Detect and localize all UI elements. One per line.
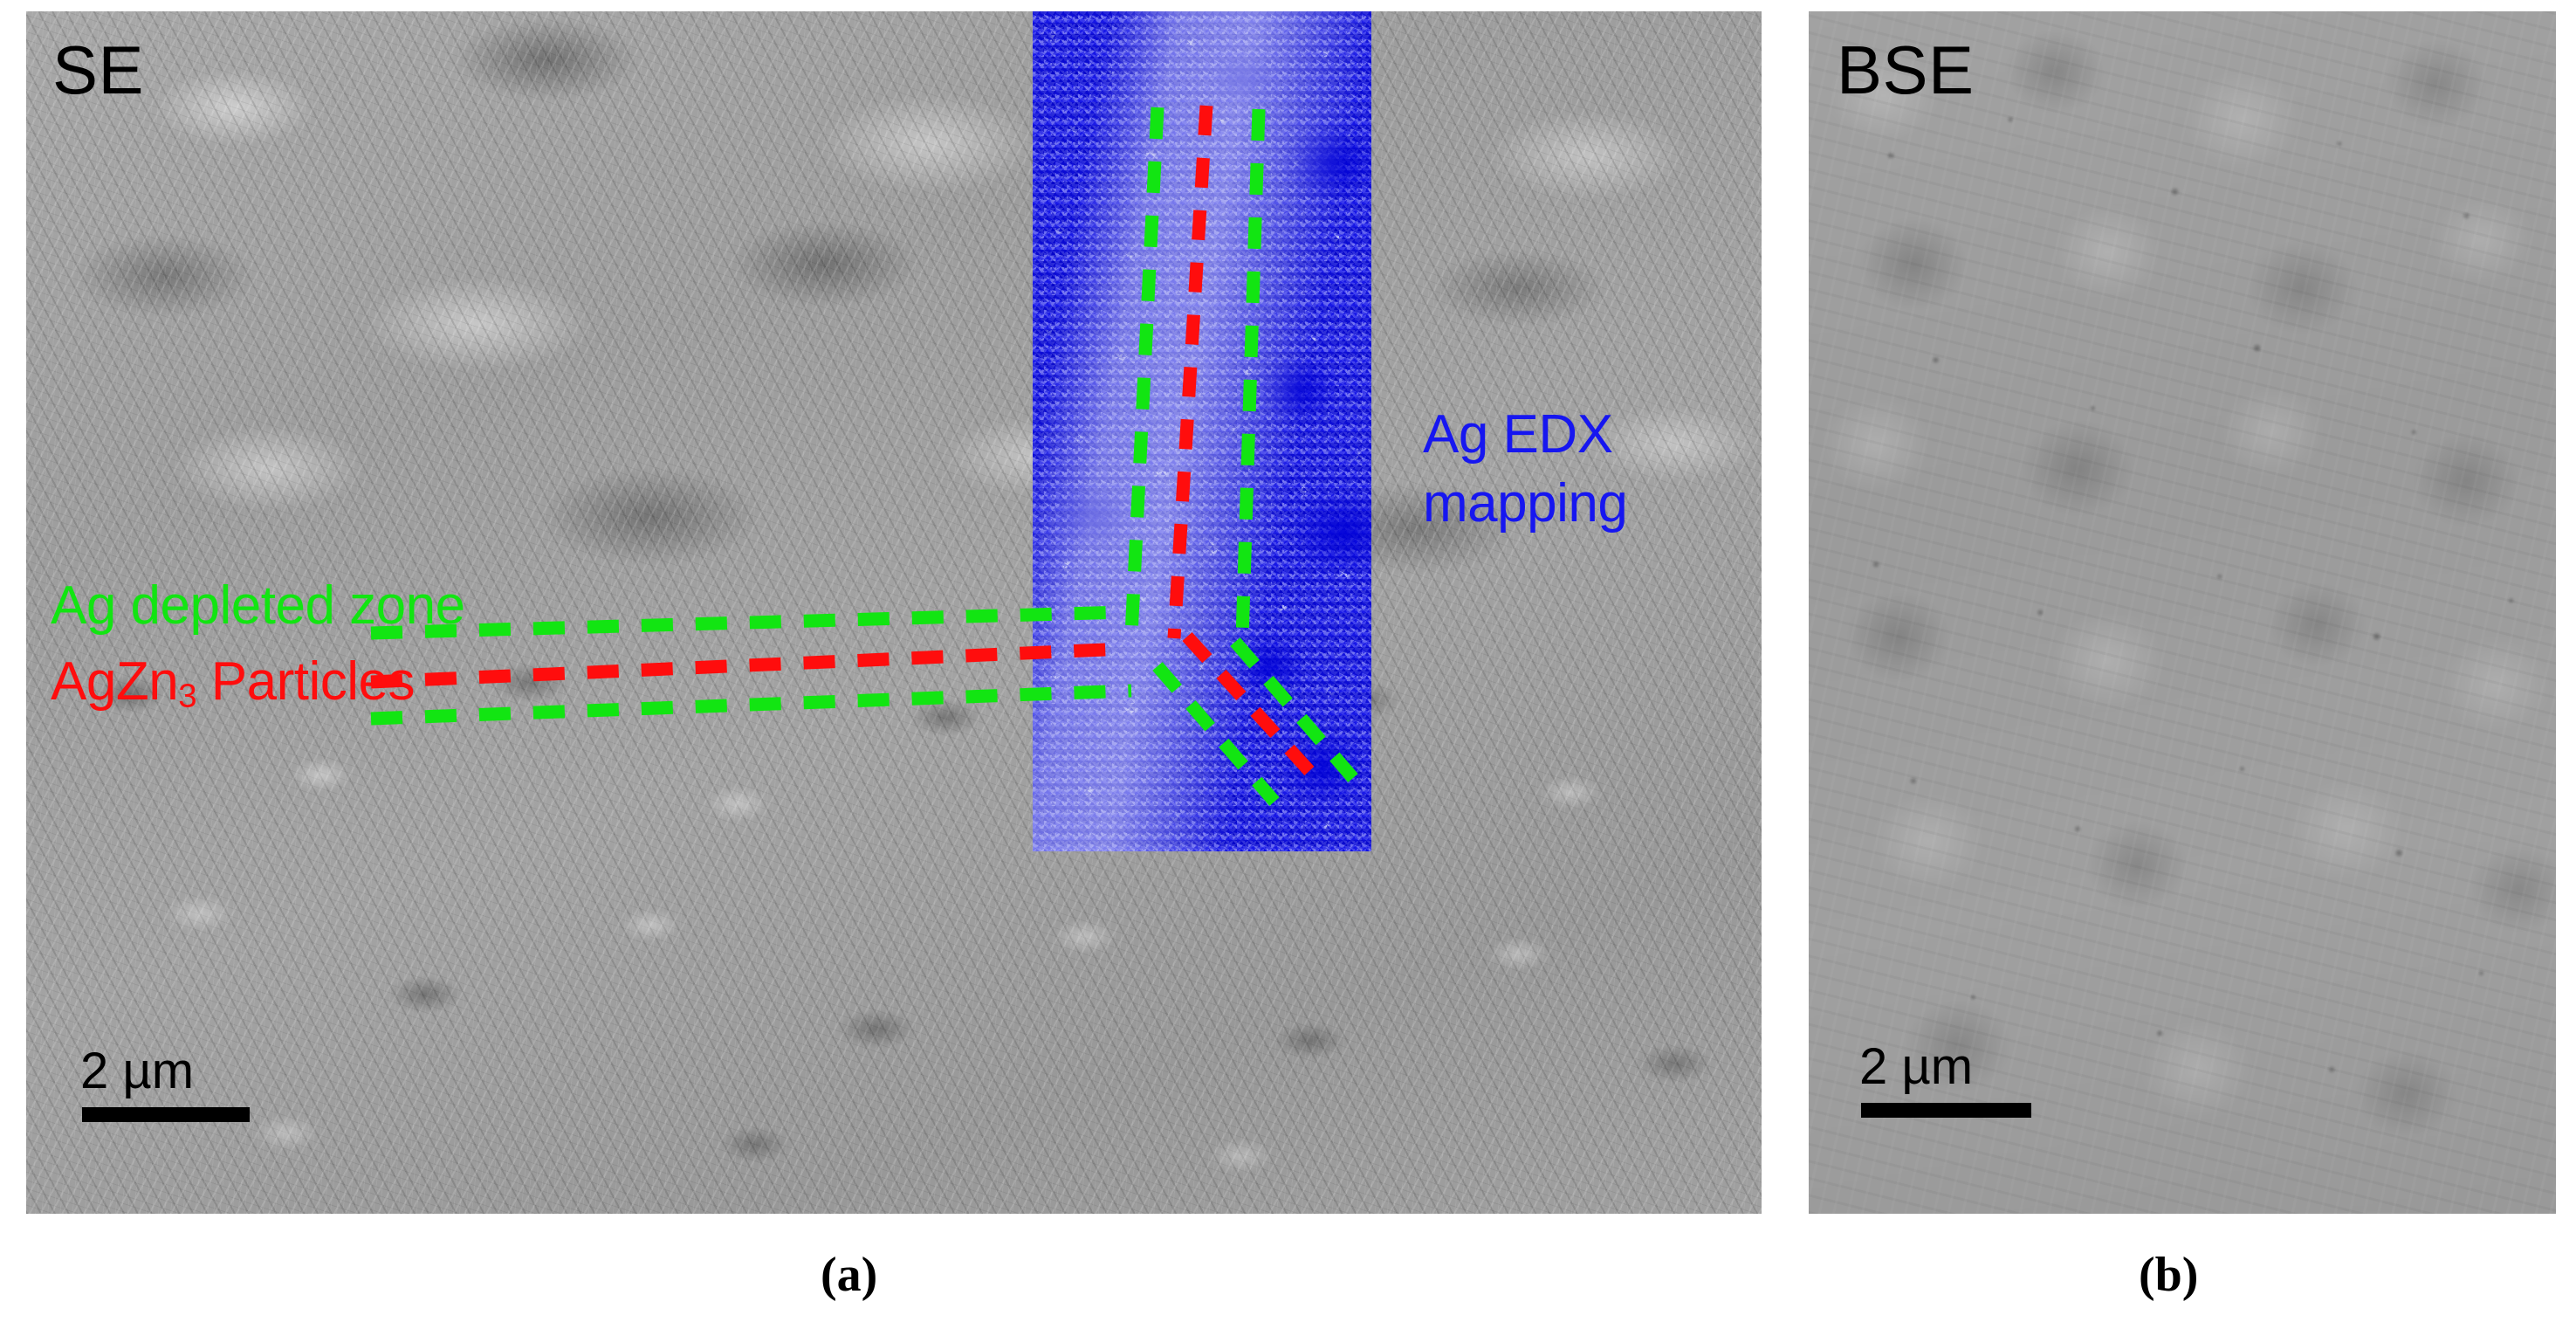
- se-micrograph-panel: SE Ag depleted zone AgZn3 Particles Ag E…: [26, 11, 1762, 1214]
- green-leader-upper: [370, 605, 1125, 640]
- se-texture-lower-dimples: [26, 637, 1762, 1214]
- se-scalebar-text: 2 µm: [80, 1043, 195, 1099]
- ag-edx-mapping-line1: Ag EDX: [1423, 404, 1613, 465]
- subfigure-caption-b: (b): [2139, 1248, 2199, 1302]
- agzn3-particles-tail: Particles: [196, 651, 416, 712]
- bse-scalebar-bar: [1861, 1103, 2031, 1118]
- agzn3-particles-head: AgZn: [51, 651, 179, 712]
- ag-edx-mapping-overlay: [1033, 11, 1371, 851]
- agzn3-particles-subscript: 3: [178, 677, 197, 715]
- bse-scalebar-text: 2 µm: [1859, 1038, 1974, 1095]
- ag-edx-mapping-label: Ag EDX mapping: [1423, 400, 1628, 539]
- edx-depleted-band: [1033, 11, 1371, 851]
- red-leader: [370, 642, 1125, 689]
- bse-texture-soft: [1809, 11, 2556, 1214]
- bse-micrograph-panel: BSE 2 µm: [1809, 11, 2556, 1214]
- bse-scalebar: 2 µm: [1859, 1042, 2031, 1118]
- bse-texture-precipitates: [1809, 11, 2556, 1214]
- se-scalebar: 2 µm: [80, 1046, 250, 1122]
- se-scalebar-bar: [82, 1107, 250, 1122]
- se-mode-label: SE: [52, 31, 145, 108]
- subfigure-caption-a: (a): [821, 1248, 878, 1302]
- ag-depleted-zone-label: Ag depleted zone: [51, 575, 465, 636]
- ag-edx-mapping-line2: mapping: [1423, 473, 1628, 534]
- bse-mode-label: BSE: [1837, 31, 1975, 108]
- bse-texture-base: [1809, 11, 2556, 1214]
- agzn3-particles-label: AgZn3 Particles: [51, 655, 416, 715]
- green-leader-lower: [370, 684, 1132, 726]
